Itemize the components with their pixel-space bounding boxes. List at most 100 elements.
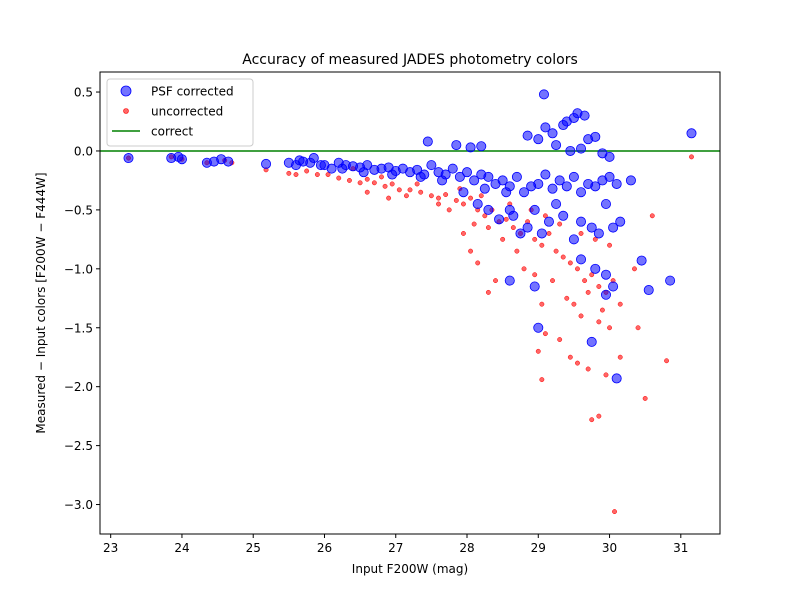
uncorrected-point-26	[461, 201, 466, 207]
uncorrected-point-84	[617, 354, 623, 360]
y-tick-label-1: 0.0	[74, 144, 93, 158]
uncorrected-point-43	[582, 278, 588, 284]
uncorrected-point-71	[571, 301, 577, 307]
uncorrected-point-79	[557, 337, 563, 342]
uncorrected-point-11	[325, 172, 331, 177]
uncorrected-point-98	[403, 193, 409, 199]
psf-corrected-point-54	[611, 178, 622, 189]
plot-area	[99, 71, 721, 535]
psf-corrected-point-47	[561, 181, 572, 192]
psf-corrected-point-120	[294, 155, 305, 166]
uncorrected-point-83	[603, 372, 609, 378]
psf-corrected-point-81	[536, 228, 547, 239]
psf-corrected-point-95	[608, 281, 619, 292]
uncorrected-point-22	[428, 193, 434, 199]
psf-corrected-point-28	[426, 160, 437, 171]
psf-corrected-point-60	[533, 134, 544, 145]
psf-corrected-point-97	[586, 336, 597, 347]
psf-corrected-point-109	[472, 198, 483, 209]
uncorrected-point-38	[546, 231, 552, 236]
uncorrected-point-32	[503, 216, 509, 222]
psf-corrected-point-119	[308, 153, 319, 164]
psf-corrected-point-102	[625, 175, 636, 186]
psf-corrected-point-44	[540, 169, 551, 180]
uncorrected-point-45	[596, 284, 602, 289]
psf-corrected-point-34	[469, 175, 480, 186]
uncorrected-point-41	[567, 260, 573, 266]
uncorrected-point-56	[542, 213, 548, 219]
legend-marker-psf-corrected	[120, 85, 132, 97]
psf-corrected-point-71	[590, 131, 601, 142]
psf-corrected-point-3	[176, 154, 187, 165]
psf-corrected-point-107	[494, 214, 505, 225]
psf-corrected-point-31	[447, 163, 458, 174]
x-tick-label-0: 23	[103, 541, 118, 555]
uncorrected-point-94	[649, 213, 655, 219]
psf-corrected-point-73	[604, 151, 615, 162]
psf-corrected-point-91	[615, 216, 626, 227]
psf-corrected-point-41	[519, 187, 530, 198]
psf-corrected-point-38	[497, 175, 508, 186]
uncorrected-point-74	[599, 307, 605, 313]
psf-corrected-point-106	[686, 128, 697, 139]
psf-corrected-point-103	[636, 255, 647, 266]
uncorrected-point-64	[521, 266, 527, 272]
psf-corrected-point-104	[643, 285, 654, 296]
y-axis-label: Measured − Input colors [F200W − F444W]	[34, 172, 48, 433]
psf-corrected-point-86	[576, 216, 587, 227]
uncorrected-point-15	[364, 176, 370, 182]
uncorrected-point-10	[314, 172, 320, 177]
psf-corrected-point-59	[522, 130, 533, 141]
psf-corrected-point-40	[511, 171, 522, 182]
psf-corrected-point-87	[586, 222, 597, 233]
psf-corrected-point-90	[608, 222, 619, 233]
psf-corrected-point-8	[261, 158, 272, 169]
uncorrected-point-103	[475, 260, 481, 266]
psf-corrected-point-56	[451, 140, 462, 151]
psf-corrected-point-116	[358, 167, 369, 178]
uncorrected-point-59	[592, 236, 598, 242]
uncorrected-point-91	[612, 509, 617, 515]
psf-corrected-point-94	[600, 269, 611, 280]
psf-corrected-point-63	[547, 128, 558, 139]
x-tick-label-4: 27	[388, 541, 403, 555]
uncorrected-point-70	[564, 295, 570, 301]
psf-corrected-point-58	[476, 141, 487, 152]
psf-corrected-point-43	[533, 178, 544, 189]
uncorrected-point-81	[575, 360, 580, 366]
uncorrected-point-102	[468, 248, 474, 254]
uncorrected-point-78	[542, 331, 548, 337]
uncorrected-point-24	[443, 192, 449, 198]
uncorrected-point-44	[589, 272, 595, 278]
uncorrected-point-60	[607, 242, 612, 248]
uncorrected-point-20	[407, 187, 413, 193]
uncorrected-point-37	[539, 242, 545, 248]
psf-corrected-point-96	[600, 289, 611, 300]
y-tick-label-0: 0.5	[74, 86, 93, 100]
psf-corrected-point-85	[568, 234, 579, 245]
uncorrected-point-25	[453, 198, 459, 203]
psf-corrected-point-118	[319, 160, 330, 171]
uncorrected-point-9	[304, 168, 310, 174]
y-tick-label-4: −1.5	[64, 321, 93, 335]
legend: PSF corrected uncorrected correct	[106, 78, 254, 147]
uncorrected-point-7	[286, 170, 292, 176]
legend-label-psf-corrected: PSF corrected	[151, 85, 234, 99]
uncorrected-point-63	[514, 248, 520, 254]
uncorrected-point-53	[478, 193, 484, 199]
psf-corrected-point-75	[576, 143, 587, 154]
uncorrected-point-29	[482, 213, 488, 219]
uncorrected-point-19	[396, 187, 402, 193]
psf-corrected-point-92	[576, 254, 587, 265]
uncorrected-point-18	[389, 181, 395, 187]
x-tick-label-2: 25	[246, 541, 261, 555]
psf-corrected-point-99	[529, 281, 540, 292]
uncorrected-point-21	[418, 189, 424, 195]
psf-corrected-point-88	[593, 228, 604, 239]
uncorrected-point-51	[414, 181, 420, 187]
uncorrected-point-14	[357, 180, 363, 186]
psf-corrected-point-74	[565, 145, 576, 156]
chart-title: Accuracy of measured JADES photometry co…	[242, 52, 578, 68]
x-tick-label-1: 24	[174, 541, 189, 555]
psf-corrected-point-110	[458, 187, 469, 198]
